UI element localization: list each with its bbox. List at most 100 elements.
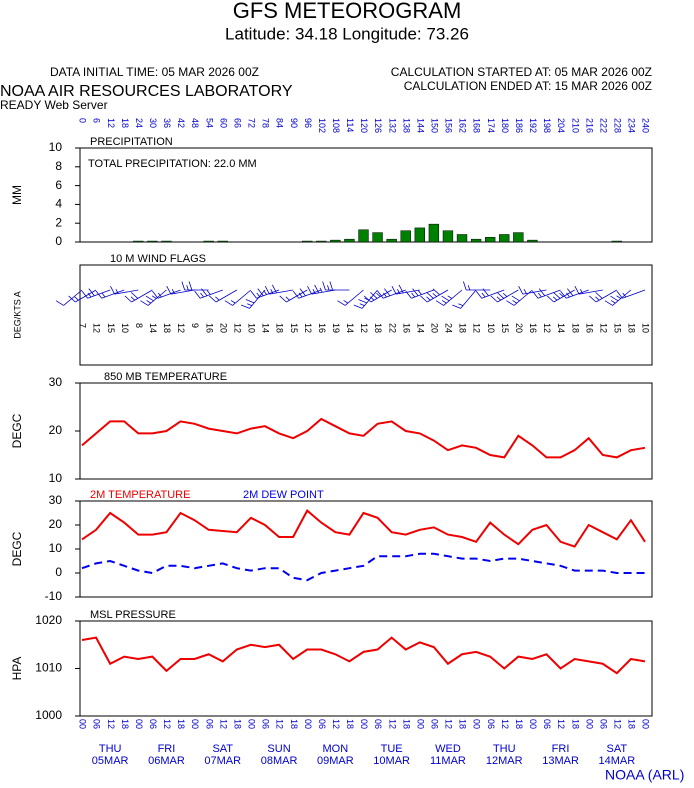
hour-label: 228 <box>612 118 622 133</box>
hour-label: 192 <box>528 118 538 133</box>
lab-name: NOAA AIR RESOURCES LABORATORY <box>0 83 293 100</box>
day-weekday: THU <box>493 743 516 755</box>
wind-barb <box>194 288 223 299</box>
hour-label: 30 <box>148 118 158 128</box>
day-weekday: FRI <box>552 743 570 755</box>
wind-barb <box>292 288 322 299</box>
wind-barb <box>463 281 491 291</box>
time-label: 00 <box>584 719 594 729</box>
wind-speed-label: 12 <box>542 323 552 333</box>
wind-speed-label: 12 <box>232 323 242 333</box>
time-label: 18 <box>289 719 299 729</box>
wind-speed-label: 9 <box>190 323 200 328</box>
calc-started: CALCULATION STARTED AT: 05 MAR 2026 00Z <box>391 65 652 79</box>
precip-bar <box>513 232 524 243</box>
wind-speed-label: 15 <box>612 323 622 333</box>
hour-label: 114 <box>345 118 355 132</box>
series-line <box>81 509 646 548</box>
time-label: 06 <box>261 719 271 729</box>
hour-label: 90 <box>289 118 299 128</box>
hour-label: 168 <box>472 118 482 133</box>
y-axis-label: DEGC <box>10 413 24 448</box>
time-label: 18 <box>345 719 355 729</box>
hour-label: 174 <box>486 118 496 133</box>
wind-barb <box>181 281 209 291</box>
wind-barb <box>337 289 364 306</box>
day-date: 09MAR <box>317 755 354 767</box>
hour-label: 198 <box>542 118 552 133</box>
precip-bar <box>330 239 341 243</box>
hour-label: 138 <box>401 118 411 133</box>
time-label: 12 <box>218 719 228 729</box>
wind-barb <box>574 286 603 295</box>
hour-label: 72 <box>247 118 257 128</box>
wind-speed-label: 20 <box>430 323 440 333</box>
panel-title: 850 MB TEMPERATURE <box>104 371 227 383</box>
wind-speed-label: 16 <box>584 323 594 333</box>
wind-barb <box>452 289 477 309</box>
hour-label: 180 <box>500 118 510 133</box>
time-label: 06 <box>486 719 496 729</box>
wind-barb <box>560 288 589 299</box>
time-label: 12 <box>275 719 285 729</box>
hour-label: 66 <box>232 118 242 128</box>
hour-label: 150 <box>430 118 440 133</box>
time-label: 18 <box>627 719 637 729</box>
wind-speed-label: 12 <box>92 323 102 333</box>
series-line <box>81 417 646 459</box>
series-line <box>81 552 645 582</box>
y-tick-label: 10 <box>49 541 63 555</box>
time-label: 00 <box>528 719 538 729</box>
wind-barb <box>224 289 252 306</box>
wind-speed-label: 15 <box>106 323 116 333</box>
precip-bar <box>203 240 214 243</box>
subtitle: Latitude: 34.18 Longitude: 73.26 <box>225 24 469 43</box>
wind-barb <box>95 289 125 299</box>
wind-speed-label: 10 <box>641 323 651 333</box>
wind-speed-label: 20 <box>514 323 524 333</box>
wind-speed-label: 16 <box>204 323 214 333</box>
precip-bar <box>147 240 158 243</box>
y-tick-label: 10 <box>49 471 63 485</box>
hour-label: 78 <box>261 118 271 128</box>
hour-label: 132 <box>387 118 397 133</box>
wind-barb <box>589 289 618 303</box>
y-tick-label: 1010 <box>35 661 62 675</box>
wind-barb <box>241 289 266 309</box>
y-tick-label: 2 <box>55 215 62 229</box>
hour-label: 162 <box>458 118 468 133</box>
day-date: 06MAR <box>148 755 185 767</box>
day-date: 13MAR <box>542 755 579 767</box>
time-label: 00 <box>247 719 257 729</box>
y-tick-label: 30 <box>49 493 63 507</box>
precip-bar <box>302 240 313 243</box>
hour-label: 96 <box>303 118 313 128</box>
title: GFS METEOROGRAM <box>233 0 462 23</box>
wind-speed-label: 15 <box>289 323 299 333</box>
day-weekday: FRI <box>158 743 176 755</box>
wind-speed-label: 20 <box>218 323 228 333</box>
time-label: 00 <box>415 719 425 729</box>
y-tick-label: 4 <box>55 197 62 211</box>
precip-bar <box>527 239 538 243</box>
series-line <box>81 636 646 675</box>
time-label: 12 <box>387 719 397 729</box>
wind-barb <box>307 284 336 295</box>
time-label: 18 <box>232 719 242 729</box>
day-date: 10MAR <box>373 755 410 767</box>
wind-speed-label: 16 <box>528 323 538 333</box>
wind-barb <box>55 289 83 306</box>
time-label: 12 <box>162 719 172 729</box>
time-label: 06 <box>148 719 158 729</box>
hour-label: 54 <box>204 118 214 128</box>
hour-label: 126 <box>373 118 383 133</box>
time-label: 00 <box>472 719 482 729</box>
day-weekday: THU <box>99 743 122 755</box>
y-tick-label: 6 <box>55 178 62 192</box>
wind-barb <box>353 289 378 309</box>
hour-label: 42 <box>176 118 186 128</box>
hour-label: 144 <box>415 118 425 133</box>
time-label: 00 <box>359 719 369 729</box>
day-date: 07MAR <box>204 755 241 767</box>
annotation: TOTAL PRECIPITATION: 22.0 MM <box>88 158 257 170</box>
